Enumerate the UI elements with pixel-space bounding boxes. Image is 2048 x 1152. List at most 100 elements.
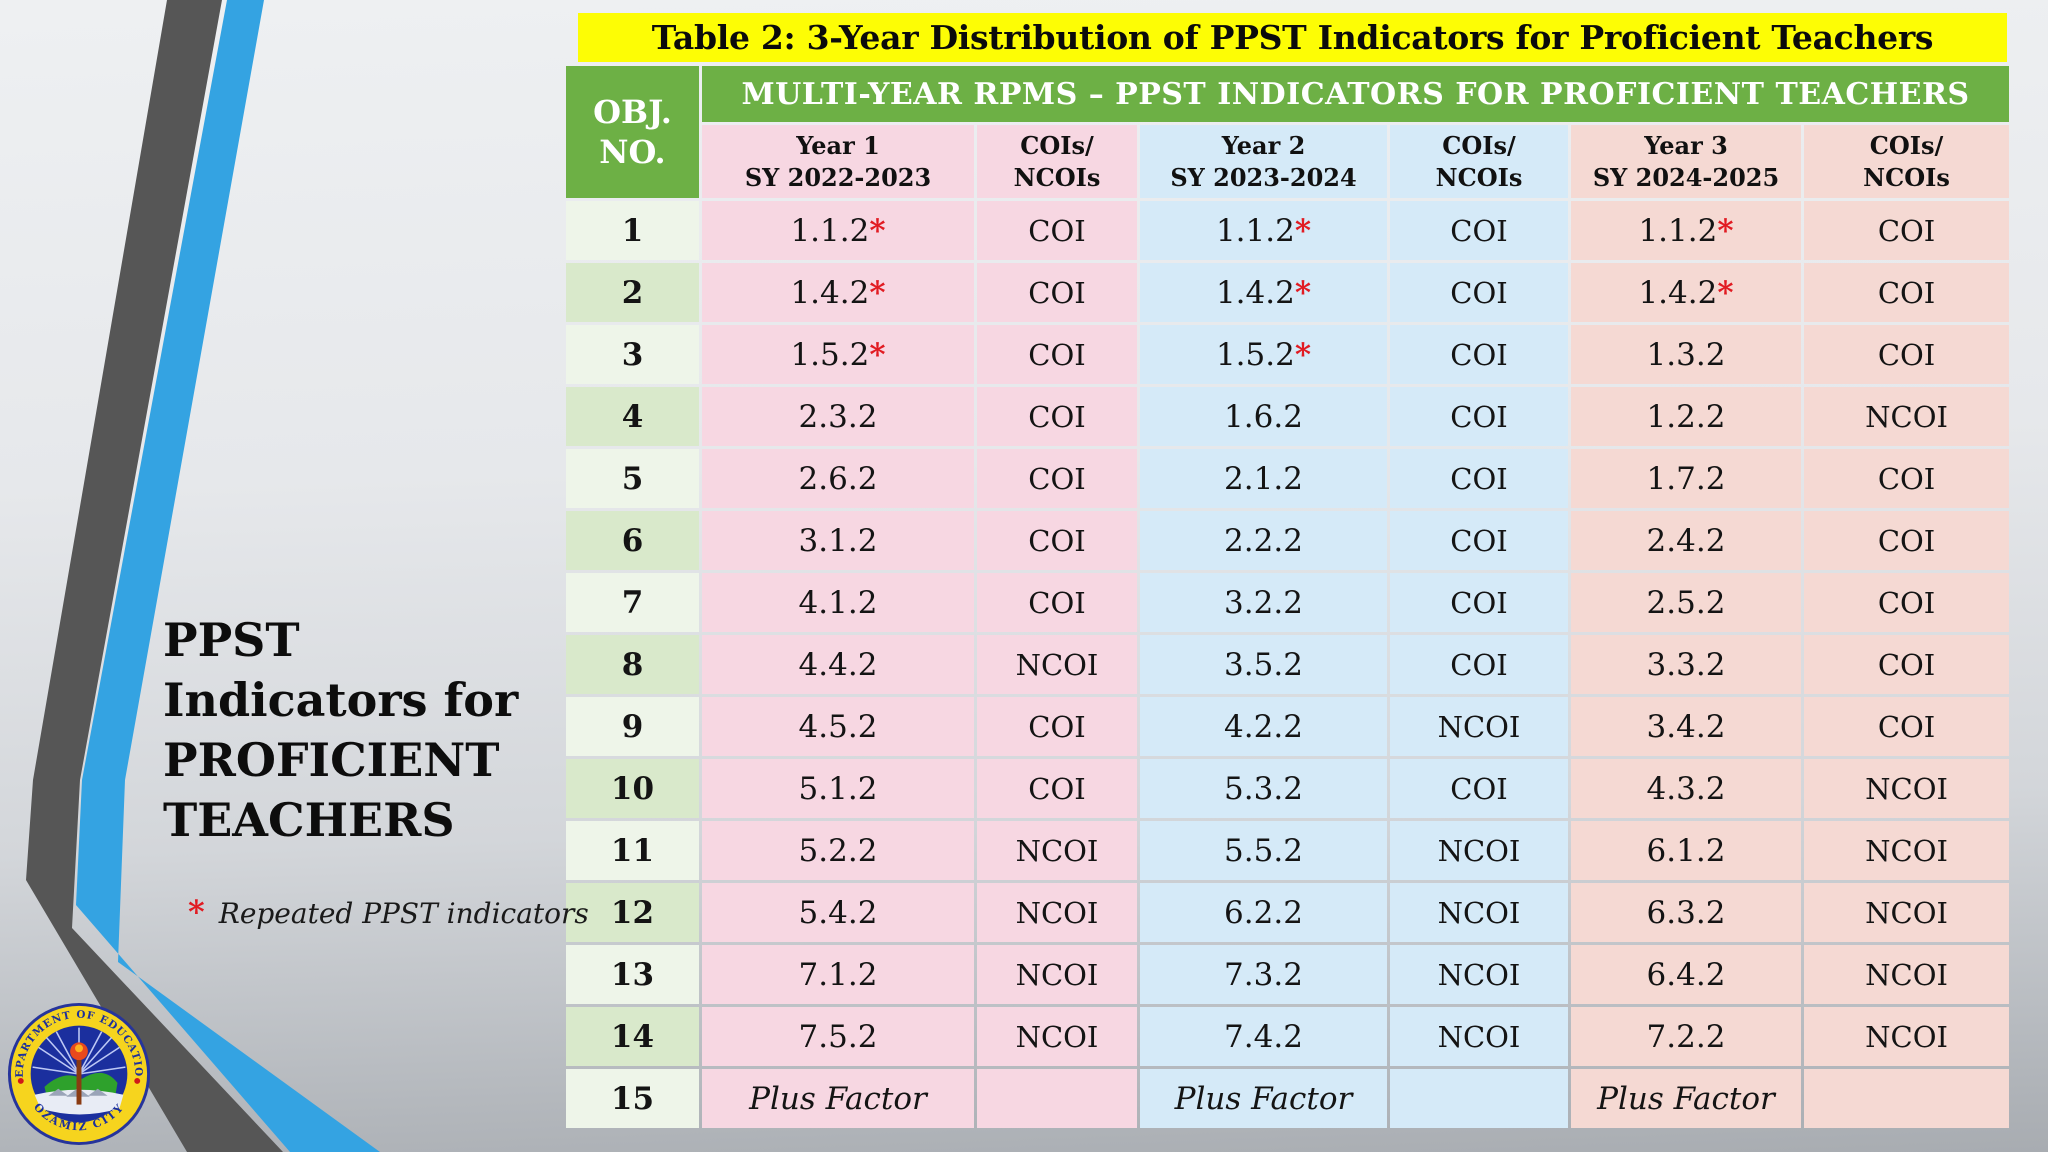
table-title: Table 2: 3-Year Distribution of PPST Ind… — [651, 18, 1934, 57]
coi-ncoi-cell: COI — [977, 449, 1137, 508]
indicator-cell: 5.1.2 — [702, 759, 974, 818]
table-row: 5 2.6.2 COI 2.1.2 COI 1.7.2 COI — [566, 449, 2010, 508]
obj-no-header: OBJ. NO. — [566, 66, 699, 198]
coi-ncoi-cell: NCOI — [1804, 945, 2010, 1004]
coi-ncoi-cell: COI — [1390, 635, 1568, 694]
obj-no-cell: 4 — [566, 387, 699, 446]
coi-ncoi-cell: NCOI — [1390, 697, 1568, 756]
coi-ncoi-cell: NCOI — [1390, 883, 1568, 942]
obj-no-cell: 2 — [566, 263, 699, 322]
table-row: 9 4.5.2 COI 4.2.2 NCOI 3.4.2 COI — [566, 697, 2010, 756]
table-row: 4 2.3.2 COI 1.6.2 COI 1.2.2 NCOI — [566, 387, 2010, 446]
indicator-cell: 6.4.2 — [1571, 945, 1801, 1004]
table-row: 13 7.1.2 NCOI 7.3.2 NCOI 6.4.2 NCOI — [566, 945, 2010, 1004]
coi-ncoi-cell: COI — [977, 201, 1137, 260]
logo-torch — [76, 1057, 82, 1105]
indicator-cell: 3.3.2 — [1571, 635, 1801, 694]
coi-ncoi-cell: COI — [977, 573, 1137, 632]
indicator-cell: 2.5.2 — [1571, 573, 1801, 632]
indicator-cell: 6.2.2 — [1140, 883, 1387, 942]
indicator-cell: 1.7.2 — [1571, 449, 1801, 508]
indicator-cell: 2.6.2 — [702, 449, 974, 508]
coi-ncoi-cell: COI — [1804, 511, 2010, 570]
obj-no-cell: 12 — [566, 883, 699, 942]
footnote-asterisk: * — [188, 893, 205, 931]
indicator-cell: 7.2.2 — [1571, 1007, 1801, 1066]
coi-ncoi-cell: NCOI — [1804, 387, 2010, 446]
coi-ncoi-cell: NCOI — [977, 635, 1137, 694]
repeated-indicator-asterisk: * — [1717, 212, 1734, 249]
obj-no-header-line2: NO. — [599, 133, 666, 171]
coi-ncoi-cell — [1390, 1069, 1568, 1128]
column-header: Year 3 SY 2024-2025 — [1571, 125, 1801, 198]
coi-ncoi-cell: NCOI — [1804, 1007, 2010, 1066]
indicator-cell: 4.1.2 — [702, 573, 974, 632]
coi-ncoi-cell: NCOI — [977, 945, 1137, 1004]
indicator-cell: Plus Factor — [702, 1069, 974, 1128]
indicator-cell: 4.5.2 — [702, 697, 974, 756]
indicator-cell: 1.6.2 — [1140, 387, 1387, 446]
obj-no-cell: 7 — [566, 573, 699, 632]
indicator-cell: 2.1.2 — [1140, 449, 1387, 508]
obj-no-cell: 10 — [566, 759, 699, 818]
obj-no-cell: 5 — [566, 449, 699, 508]
coi-ncoi-cell: NCOI — [1390, 1007, 1568, 1066]
indicator-cell: 7.1.2 — [702, 945, 974, 1004]
deped-ozamiz-logo: DEPARTMENT OF EDUCATION OZAMIZ CITY — [5, 1000, 151, 1146]
coi-ncoi-cell: NCOI — [977, 821, 1137, 880]
sidebar-title-line: PPST — [163, 613, 300, 667]
indicator-cell: 3.4.2 — [1571, 697, 1801, 756]
indicator-cell: 6.3.2 — [1571, 883, 1801, 942]
table-row: 2 1.4.2* COI 1.4.2* COI 1.4.2* COI — [566, 263, 2010, 322]
indicator-cell: 5.4.2 — [702, 883, 974, 942]
indicator-cell: 1.4.2* — [1140, 263, 1387, 322]
indicator-cell: 1.5.2* — [702, 325, 974, 384]
coi-ncoi-cell: COI — [977, 759, 1137, 818]
column-header: COIs/NCOIs — [1804, 125, 2010, 198]
indicator-cell: 5.3.2 — [1140, 759, 1387, 818]
repeated-indicator-asterisk: * — [1294, 212, 1312, 249]
coi-ncoi-cell: COI — [1804, 449, 2010, 508]
coi-ncoi-cell: COI — [977, 697, 1137, 756]
coi-ncoi-cell: COI — [1390, 449, 1568, 508]
obj-no-cell: 1 — [566, 201, 699, 260]
coi-ncoi-cell: COI — [1390, 325, 1568, 384]
repeated-indicator-asterisk: * — [1717, 274, 1734, 311]
indicator-cell: 1.4.2* — [702, 263, 974, 322]
indicator-cell: 1.5.2* — [1140, 325, 1387, 384]
repeated-indicator-asterisk: * — [1294, 336, 1312, 373]
coi-ncoi-cell: COI — [1804, 697, 2010, 756]
indicator-cell: 7.5.2 — [702, 1007, 974, 1066]
footnote: * Repeated PPST indicators — [188, 893, 589, 931]
coi-ncoi-cell: NCOI — [1390, 945, 1568, 1004]
indicator-cell: 1.4.2* — [1571, 263, 1801, 322]
table-row: 14 7.5.2 NCOI 7.4.2 NCOI 7.2.2 NCOI — [566, 1007, 2010, 1066]
obj-no-cell: 9 — [566, 697, 699, 756]
coi-ncoi-cell: COI — [1390, 759, 1568, 818]
repeated-indicator-asterisk: * — [869, 336, 886, 373]
footnote-text: Repeated PPST indicators — [218, 897, 589, 930]
indicator-cell: Plus Factor — [1571, 1069, 1801, 1128]
column-header: Year 1 SY 2022-2023 — [702, 125, 974, 198]
indicator-cell: 3.1.2 — [702, 511, 974, 570]
coi-ncoi-cell: COI — [977, 387, 1137, 446]
sidebar-title-line: PROFICIENT — [163, 733, 500, 787]
indicator-cell: 2.4.2 — [1571, 511, 1801, 570]
coi-ncoi-cell: COI — [1390, 263, 1568, 322]
ppst-distribution-table: OBJ. NO. MULTI-YEAR RPMS – PPST INDICATO… — [563, 63, 2012, 1131]
indicator-cell: 4.4.2 — [702, 635, 974, 694]
logo-flame-core — [75, 1044, 83, 1053]
coi-ncoi-cell: COI — [1390, 511, 1568, 570]
table-title-banner: Table 2: 3-Year Distribution of PPST Ind… — [578, 13, 2007, 62]
obj-no-cell: 8 — [566, 635, 699, 694]
indicator-cell: Plus Factor — [1140, 1069, 1387, 1128]
column-header: Year 2 SY 2023-2024 — [1140, 125, 1387, 198]
obj-no-cell: 11 — [566, 821, 699, 880]
indicator-cell: 1.1.2* — [702, 201, 974, 260]
table-row: 12 5.4.2 NCOI 6.2.2 NCOI 6.3.2 NCOI — [566, 883, 2010, 942]
indicator-cell: 5.2.2 — [702, 821, 974, 880]
indicator-cell: 2.2.2 — [1140, 511, 1387, 570]
table-row: 11 5.2.2 NCOI 5.5.2 NCOI 6.1.2 NCOI — [566, 821, 2010, 880]
